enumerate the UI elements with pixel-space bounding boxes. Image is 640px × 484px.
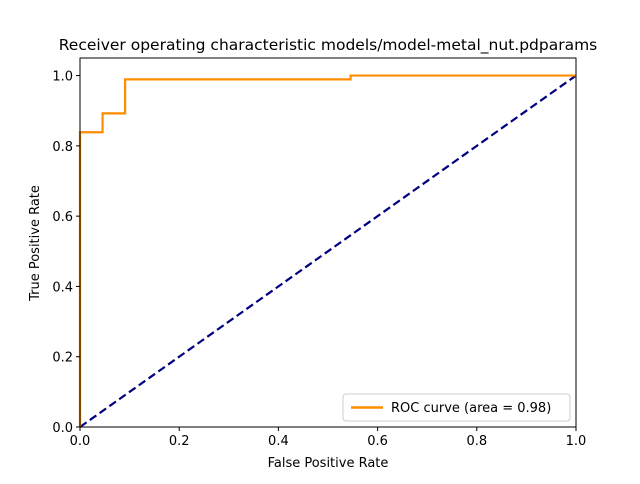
legend-box [342,393,571,422]
x-axis-ticks: 0.0 0.2 0.4 0.6 0.8 1.0 [70,427,587,449]
plot-frame [79,57,577,428]
y-tick-label: 1.0 [52,70,73,85]
y-tick-label: 0.4 [52,280,73,295]
legend: ROC curve (area = 0.98) [342,393,571,422]
y-tick-label: 0.2 [52,351,73,366]
chart-title: Receiver operating characteristic models… [59,36,598,55]
y-axis-label: True Positive Rate [28,185,43,302]
x-tick-label: 1.0 [566,434,587,449]
x-tick-label: 0.6 [367,434,388,449]
y-tick-label: 0.6 [52,210,73,225]
x-axis-label: False Positive Rate [268,456,389,471]
legend-label-roc: ROC curve (area = 0.98) [391,401,551,416]
y-tick-label: 0.0 [52,421,73,436]
x-tick-label: 0.2 [169,434,190,449]
y-tick-label: 0.8 [52,140,73,155]
diagonal-reference-line [79,74,577,428]
plot-area [78,57,577,428]
roc-curve-line [78,74,576,427]
x-tick-label: 0.0 [70,434,91,449]
y-axis-ticks: 0.0 0.2 0.4 0.6 0.8 1.0 [52,70,80,436]
x-tick-label: 0.4 [268,434,289,449]
x-tick-label: 0.8 [466,434,487,449]
